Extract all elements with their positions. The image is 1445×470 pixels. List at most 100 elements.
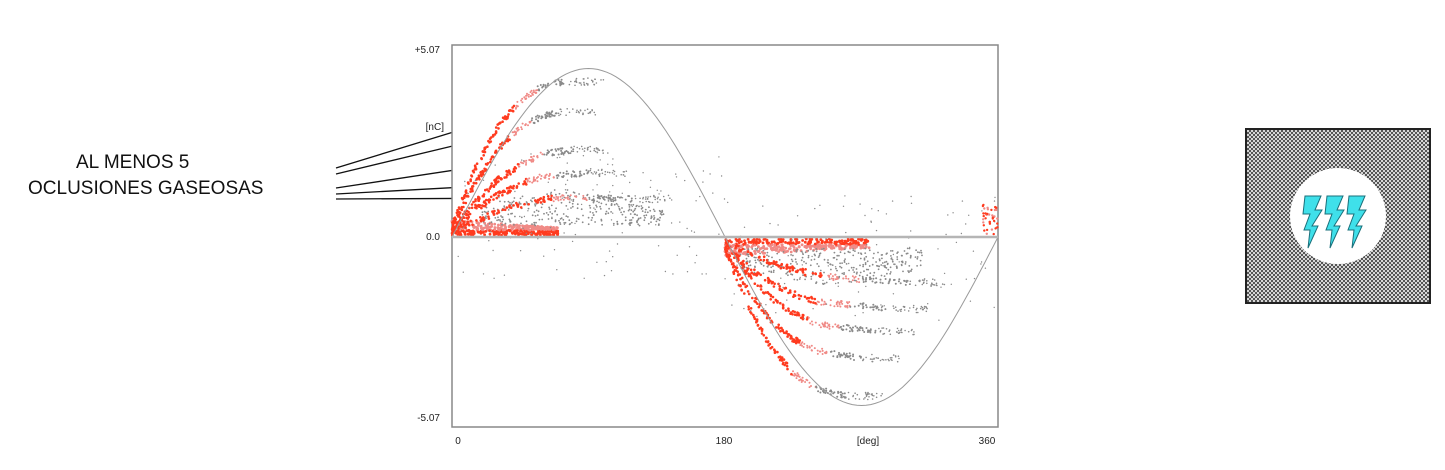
pd-pulse-trail-1 xyxy=(544,116,547,118)
pd-pulse-cloud xyxy=(886,252,888,255)
pd-pulse-trail-8 xyxy=(840,300,843,303)
pd-pulse-cluster-negative xyxy=(865,240,868,244)
pd-pulse-cluster-edge xyxy=(993,208,997,212)
pd-pulse-outlier xyxy=(965,278,967,280)
pd-pulse-trail-tail-9 xyxy=(909,280,912,283)
pd-pulse-trail-3 xyxy=(492,193,496,197)
pd-pulse-trail-tail-2 xyxy=(597,147,599,150)
pd-pulse-trail-tail-3 xyxy=(595,172,597,175)
pd-pulse-cloud xyxy=(599,205,601,208)
pd-pulse-cluster-positive xyxy=(542,232,546,236)
pd-pulse-outlier xyxy=(812,308,814,310)
pd-pulse-cloud xyxy=(919,259,922,262)
pd-pulse-trail-9 xyxy=(884,278,887,280)
pd-pulse-outlier xyxy=(811,255,813,258)
pd-pulse-cloud xyxy=(578,193,580,195)
pd-pulse-trail-tail-0 xyxy=(594,78,596,81)
pd-pulse-outlier xyxy=(464,185,466,187)
pd-pulse-trail-7 xyxy=(869,328,872,331)
pd-pulse-trail-9 xyxy=(834,273,837,276)
pd-pulse-cluster-edge xyxy=(994,205,997,209)
pd-pulse-trail-3 xyxy=(488,198,492,202)
pd-pulse-outlier xyxy=(883,305,885,307)
pd-pulse-trail-3 xyxy=(538,173,541,176)
pd-pulse-trail-tail-1 xyxy=(557,112,560,115)
pd-pulse-trail-0 xyxy=(467,182,470,185)
pd-pulse-trail-0 xyxy=(559,80,562,83)
pd-pulse-trail-5 xyxy=(804,381,807,383)
pd-pulse-cloud xyxy=(624,219,627,222)
pd-pulse-cloud xyxy=(610,199,612,202)
pd-pulse-cloud xyxy=(497,219,500,221)
pd-pulse-trail-9 xyxy=(737,249,741,252)
pd-pulse-cluster-edge xyxy=(985,232,988,235)
pd-pulse-cloud xyxy=(878,258,881,260)
pd-pulse-trail-0 xyxy=(559,82,562,85)
pd-pulse-trail-6 xyxy=(779,326,783,330)
pd-pulse-cluster-positive xyxy=(497,223,500,227)
pd-pulse-cloud xyxy=(841,262,843,264)
pd-pulse-cloud xyxy=(839,265,841,268)
pd-pulse-trail-8 xyxy=(749,268,753,272)
pd-pulse-trail-3 xyxy=(552,176,555,179)
pd-pulse-trail-2 xyxy=(470,206,474,210)
pd-pulse-trail-1 xyxy=(553,114,556,117)
pd-pulse-trail-5 xyxy=(798,375,801,378)
pd-pulse-cluster-negative xyxy=(789,241,793,245)
pd-pulse-trail-1 xyxy=(477,174,481,178)
pd-pulse-trail-8 xyxy=(816,300,819,303)
pd-pulse-trail-4 xyxy=(610,194,612,197)
pd-pulse-trail-9 xyxy=(874,281,877,284)
pd-pulse-trail-8 xyxy=(849,305,852,308)
pd-pulse-cluster-negative xyxy=(835,240,839,244)
pd-pulse-trail-4 xyxy=(508,204,511,207)
pd-pulse-cloud xyxy=(643,214,646,217)
pd-pulse-trail-3 xyxy=(505,186,509,190)
pd-pulse-trail-tail-1 xyxy=(576,109,578,112)
pd-pulse-outlier xyxy=(690,230,693,232)
pd-pulse-outlier xyxy=(482,179,485,181)
pd-pulse-trail-4 xyxy=(543,200,546,203)
pd-pulse-cluster-edge xyxy=(982,224,985,227)
pd-pulse-cloud xyxy=(519,197,522,200)
pd-pulse-cluster-negative xyxy=(749,241,753,244)
pd-pulse-trail-1 xyxy=(524,124,527,126)
pd-pulse-trail-4 xyxy=(557,199,560,202)
pd-pulse-trail-0 xyxy=(542,83,545,86)
pd-pulse-cluster-positive xyxy=(467,233,470,236)
pd-pulse-trail-4 xyxy=(552,200,555,203)
pd-pulse-cluster-positive xyxy=(547,226,551,230)
pd-pulse-trail-4 xyxy=(627,195,630,197)
pd-pulse-cloud xyxy=(494,217,497,219)
pd-pulse-cloud xyxy=(863,258,866,261)
pd-pulse-trail-5 xyxy=(798,379,801,382)
pd-pulse-cluster-positive xyxy=(489,225,492,229)
pd-pulse-trail-8 xyxy=(872,306,875,309)
pd-pulse-trail-3 xyxy=(579,170,582,173)
pd-pulse-trail-tail-3 xyxy=(624,175,626,177)
pd-pulse-trail-4 xyxy=(612,197,615,199)
pd-pulse-trail-5 xyxy=(760,332,764,335)
pd-pulse-cluster-positive xyxy=(549,233,552,237)
pd-pulse-trail-5 xyxy=(843,392,846,395)
pd-pulse-trail-tail-4 xyxy=(645,200,647,203)
pd-pulse-trail-0 xyxy=(492,133,495,137)
pd-pulse-cloud xyxy=(833,256,836,259)
pd-pulse-trail-tail-3 xyxy=(608,171,611,174)
pd-pulse-cluster-negative xyxy=(857,237,860,241)
pd-pulse-cluster-edge xyxy=(985,228,989,232)
pd-pulse-trail-tail-5 xyxy=(867,391,869,394)
pd-pulse-trail-8 xyxy=(838,301,841,304)
pd-pulse-trail-2 xyxy=(539,151,542,154)
pd-pulse-trail-7 xyxy=(861,327,864,330)
pd-pulse-cloud xyxy=(646,211,649,214)
pd-pulse-trail-2 xyxy=(513,166,517,169)
pd-pulse-trail-4 xyxy=(487,217,491,220)
pd-pulse-trail-6 xyxy=(844,356,847,359)
pd-pulse-trail-9 xyxy=(828,276,831,278)
pd-pulse-cloud xyxy=(790,258,793,261)
pd-pulse-trail-8 xyxy=(736,256,740,260)
pd-pulse-trail-0 xyxy=(547,82,550,85)
pd-pulse-outlier xyxy=(530,232,533,234)
pd-pulse-outlier xyxy=(799,276,801,279)
